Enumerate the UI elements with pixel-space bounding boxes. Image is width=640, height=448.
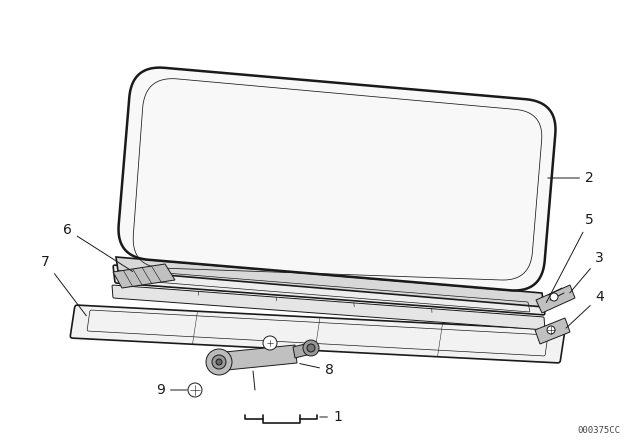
Polygon shape bbox=[70, 305, 564, 363]
Circle shape bbox=[188, 383, 202, 397]
Polygon shape bbox=[118, 68, 556, 290]
Text: 8: 8 bbox=[300, 363, 334, 377]
Text: 1: 1 bbox=[320, 410, 342, 424]
Polygon shape bbox=[113, 264, 175, 288]
Circle shape bbox=[263, 336, 277, 350]
Circle shape bbox=[206, 349, 232, 375]
Polygon shape bbox=[112, 285, 545, 330]
Polygon shape bbox=[535, 318, 570, 344]
Circle shape bbox=[547, 326, 555, 334]
Circle shape bbox=[307, 344, 315, 352]
Polygon shape bbox=[215, 345, 297, 371]
Text: 000375CC: 000375CC bbox=[577, 426, 620, 435]
Text: 5: 5 bbox=[547, 213, 594, 302]
Circle shape bbox=[550, 293, 558, 301]
Text: 6: 6 bbox=[63, 223, 132, 271]
Polygon shape bbox=[293, 342, 315, 358]
Text: 2: 2 bbox=[548, 171, 594, 185]
Text: 7: 7 bbox=[41, 255, 86, 316]
Text: 9: 9 bbox=[156, 383, 188, 397]
Circle shape bbox=[303, 340, 319, 356]
Polygon shape bbox=[113, 265, 545, 315]
Polygon shape bbox=[116, 257, 544, 307]
Circle shape bbox=[216, 359, 222, 365]
Polygon shape bbox=[536, 285, 575, 313]
Circle shape bbox=[212, 355, 226, 369]
Text: 3: 3 bbox=[570, 251, 604, 293]
Text: 4: 4 bbox=[566, 290, 604, 328]
